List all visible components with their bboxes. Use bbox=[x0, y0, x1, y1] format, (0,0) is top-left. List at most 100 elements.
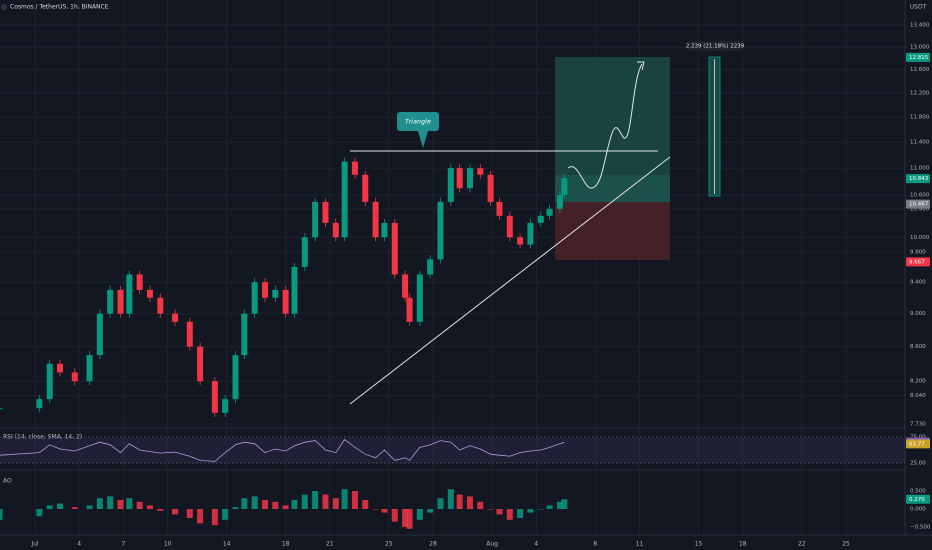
y-tick-label: 10.400 bbox=[910, 206, 930, 212]
candle-body bbox=[251, 282, 258, 314]
candle-body bbox=[537, 215, 544, 223]
candle-body bbox=[36, 399, 43, 409]
ao-bar bbox=[36, 509, 43, 517]
candle-body bbox=[351, 161, 358, 175]
candle-body bbox=[172, 313, 179, 322]
x-tick-label: 11 bbox=[636, 541, 644, 548]
y-tick-label: 12.600 bbox=[910, 67, 930, 73]
ao-bar bbox=[487, 509, 494, 510]
y-tick-label: 11.800 bbox=[910, 115, 930, 121]
ao-bar bbox=[136, 501, 143, 509]
y-tick-label: −0.500 bbox=[910, 525, 931, 531]
candle-body bbox=[391, 222, 398, 275]
price-tag-label: 10.467 bbox=[909, 202, 929, 208]
ao-bar bbox=[341, 489, 348, 509]
ao-bar bbox=[456, 494, 463, 509]
x-tick-label: 22 bbox=[798, 541, 806, 548]
y-tick-label: 13.000 bbox=[910, 44, 930, 50]
price-tag-label: 61.77 bbox=[909, 441, 925, 447]
candle-body bbox=[126, 274, 133, 314]
candle-body bbox=[496, 201, 503, 216]
ao-bar bbox=[351, 491, 358, 509]
candle-body bbox=[546, 208, 553, 216]
price-tag bbox=[906, 439, 930, 449]
candle-body bbox=[117, 289, 124, 314]
projection-path bbox=[567, 63, 643, 189]
measure-label: 2.239 (21.18%) 2239 bbox=[686, 44, 745, 50]
candle-body bbox=[527, 222, 534, 245]
candle-body bbox=[282, 289, 289, 314]
rsi-label: RSI (14, close, SMA, 14, 2) bbox=[3, 434, 82, 441]
ao-bar bbox=[146, 505, 153, 509]
rsi-band bbox=[0, 438, 905, 463]
ao-bar bbox=[197, 509, 204, 524]
ao-bar bbox=[251, 496, 258, 509]
ao-bar bbox=[427, 509, 434, 513]
loss-zone bbox=[555, 202, 670, 260]
x-tick-label: 28 bbox=[429, 541, 437, 548]
y-tick-label: 8.040 bbox=[910, 393, 926, 399]
x-tick-label: 18 bbox=[739, 541, 747, 548]
y-tick-label: 25.00 bbox=[910, 461, 926, 467]
symbol-title: Cosmos / TetherUS, 1h, BINANCE bbox=[10, 4, 109, 11]
ao-bar bbox=[381, 509, 388, 513]
x-tick-label: 4 bbox=[77, 541, 81, 548]
candle-body bbox=[402, 274, 409, 298]
profit-zone-filled bbox=[555, 175, 670, 202]
ao-bar bbox=[556, 501, 563, 509]
ao-bar bbox=[402, 509, 409, 527]
support-line bbox=[349, 156, 671, 405]
ao-bar bbox=[477, 501, 484, 509]
candle-body bbox=[301, 237, 308, 267]
candle-body bbox=[86, 355, 93, 382]
ao-bar bbox=[332, 498, 339, 509]
ao-bar bbox=[126, 498, 133, 509]
candle-body bbox=[146, 289, 153, 298]
ao-bar bbox=[506, 509, 513, 520]
x-tick-label: 4 bbox=[534, 541, 538, 548]
candle-body bbox=[341, 161, 348, 238]
ao-bar bbox=[437, 498, 444, 509]
rsi-pane bbox=[0, 436, 905, 464]
candle-body bbox=[291, 266, 298, 314]
price-tag-label: 12.815 bbox=[909, 55, 929, 61]
currency: USDT bbox=[910, 4, 927, 11]
candle-body bbox=[477, 168, 484, 175]
ao-bar bbox=[46, 505, 53, 509]
profit-zone bbox=[555, 57, 670, 175]
ao-bar bbox=[517, 509, 524, 518]
y-tick-label: 8.200 bbox=[910, 379, 926, 385]
x-tick-label: 10 bbox=[164, 541, 172, 548]
candle-body bbox=[272, 289, 279, 298]
candle-body bbox=[456, 168, 463, 189]
x-tick-label: Aug bbox=[486, 541, 498, 548]
y-tick-label: 9.000 bbox=[910, 311, 926, 317]
candle-body bbox=[437, 201, 444, 260]
candle-body bbox=[222, 399, 229, 413]
candle-body bbox=[211, 381, 218, 413]
y-tick-label: 12.200 bbox=[910, 91, 930, 97]
y-tick-label: 13.400 bbox=[910, 23, 930, 29]
x-tick-label: 15 bbox=[695, 541, 703, 548]
ao-bar bbox=[312, 491, 319, 509]
y-tick-label: 8.600 bbox=[910, 344, 926, 350]
x-tick-label: 7 bbox=[122, 541, 126, 548]
price-tag bbox=[906, 494, 930, 504]
candle-body bbox=[0, 408, 3, 410]
ao-bar bbox=[362, 500, 369, 509]
measure-tag bbox=[688, 41, 742, 51]
y-tick-label: 10.600 bbox=[910, 193, 930, 199]
ao-bar bbox=[406, 509, 413, 529]
candle-body bbox=[241, 313, 248, 356]
candle-body bbox=[332, 222, 339, 238]
ao-bar bbox=[301, 494, 308, 509]
candle-body bbox=[506, 215, 513, 238]
ao-bar bbox=[261, 500, 268, 509]
symbol-icon bbox=[1, 4, 7, 10]
ao-bar bbox=[107, 496, 114, 509]
candle-body bbox=[447, 168, 454, 202]
price-tag bbox=[906, 52, 930, 62]
y-tick-label: 10.000 bbox=[910, 235, 930, 241]
candle-body bbox=[261, 282, 268, 298]
